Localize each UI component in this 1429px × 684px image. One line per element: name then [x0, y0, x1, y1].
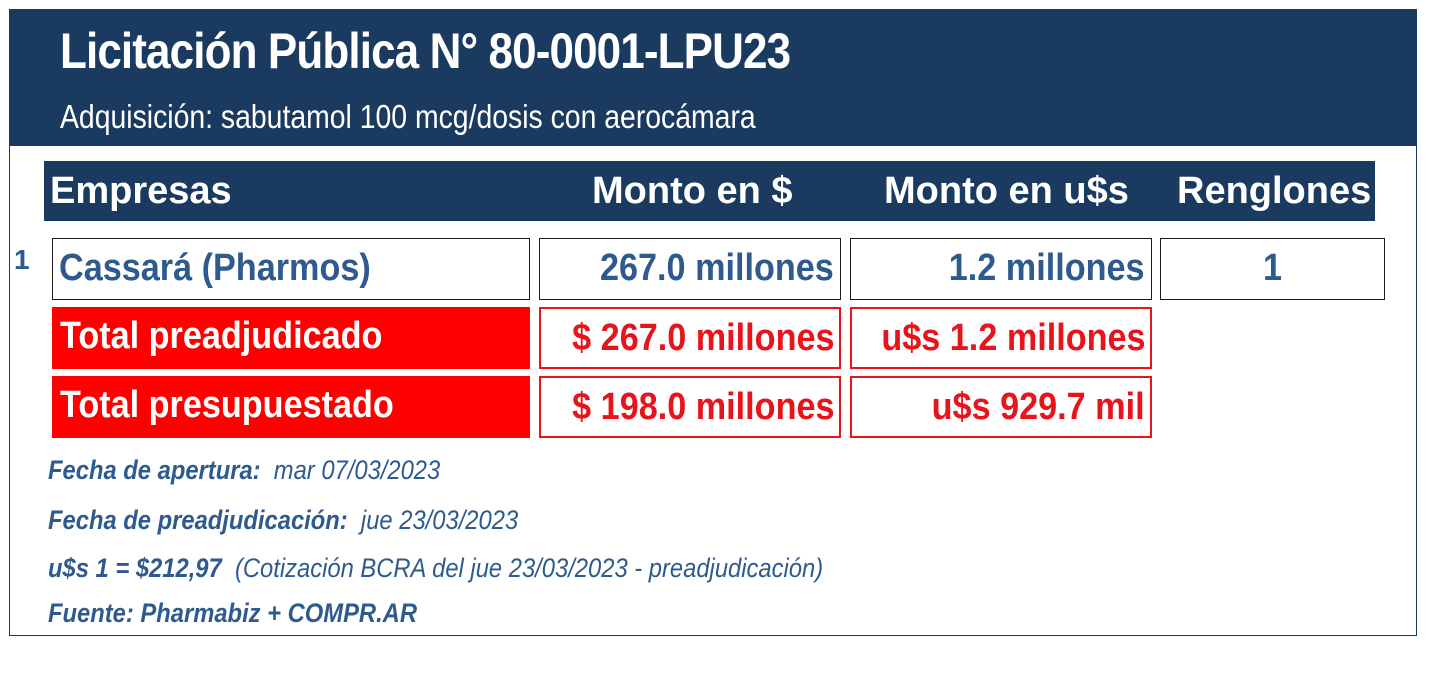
cell-monto-pesos: 267.0 millones [539, 238, 841, 300]
cell-renglones: 1 [1160, 238, 1385, 300]
row-number: 1 [14, 244, 30, 275]
note-fecha-apertura-value: mar 07/03/2023 [273, 455, 441, 485]
total-presupuestado-pesos-text: $ 198.0 millones [571, 386, 834, 428]
total-preadjudicado-pesos: $ 267.0 millones [539, 307, 841, 369]
note-fecha-preadjudicacion-label: Fecha de preadjudicación: [48, 505, 348, 535]
header-banner: Licitación Pública N° 80-0001-LPU23 Adqu… [10, 10, 1416, 146]
total-presupuestado-usd: u$s 929.7 mil [850, 376, 1152, 438]
note-cotizacion-value: (Cotización BCRA del jue 23/03/2023 - pr… [234, 553, 824, 583]
total-presupuestado-label: Total presupuestado [52, 376, 530, 438]
column-header-empresas: Empresas [50, 170, 232, 212]
note-cotizacion-label: u$s 1 = $212,97 [48, 553, 222, 583]
page-title: Licitación Pública N° 80-0001-LPU23 [60, 23, 791, 79]
total-preadjudicado-pesos-text: $ 267.0 millones [571, 317, 834, 359]
total-preadjudicado-usd: u$s 1.2 millones [850, 307, 1152, 369]
column-header-monto-usd: Monto en u$s [884, 170, 1129, 212]
cell-monto-usd: 1.2 millones [850, 238, 1152, 300]
column-header-renglones: Renglones [1177, 170, 1372, 212]
empresa-text: Cassará (Pharmos) [59, 247, 371, 289]
note-fecha-apertura: Fecha de apertura: mar 07/03/2023 [48, 455, 440, 486]
monto-usd-text: 1.2 millones [949, 247, 1145, 289]
total-presupuestado-pesos: $ 198.0 millones [539, 376, 841, 438]
note-cotizacion: u$s 1 = $212,97 (Cotización BCRA del jue… [48, 553, 823, 584]
note-fecha-apertura-label: Fecha de apertura: [48, 455, 261, 485]
table-header: Empresas Monto en $ Monto en u$s Renglon… [44, 161, 1375, 221]
total-preadjudicado-label-text: Total preadjudicado [60, 315, 383, 357]
total-preadjudicado-usd-text: u$s 1.2 millones [881, 317, 1146, 359]
column-header-monto-pesos: Monto en $ [592, 170, 793, 212]
renglones-text: 1 [1262, 247, 1283, 289]
note-fecha-preadjudicacion: Fecha de preadjudicación: jue 23/03/2023 [48, 505, 518, 536]
page-subtitle: Adquisición: sabutamol 100 mcg/dosis con… [60, 98, 756, 135]
total-preadjudicado-label: Total preadjudicado [52, 307, 530, 369]
cell-empresa: Cassará (Pharmos) [52, 238, 530, 300]
document-frame: Licitación Pública N° 80-0001-LPU23 Adqu… [9, 9, 1417, 636]
total-presupuestado-label-text: Total presupuestado [60, 384, 394, 426]
note-fuente: Fuente: Pharmabiz + COMPR.AR [48, 598, 417, 629]
note-fuente-text: Fuente: Pharmabiz + COMPR.AR [48, 598, 417, 628]
monto-pesos-text: 267.0 millones [600, 247, 834, 289]
note-fecha-preadjudicacion-value: jue 23/03/2023 [360, 505, 519, 535]
total-presupuestado-usd-text: u$s 929.7 mil [932, 386, 1145, 428]
